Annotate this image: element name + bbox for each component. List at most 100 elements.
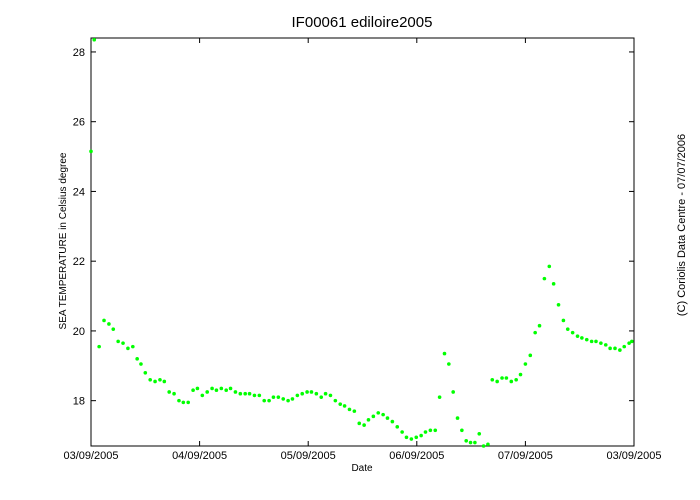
data-point bbox=[630, 339, 634, 344]
y-axis: 18 20 22 24 26 28 bbox=[73, 47, 634, 408]
data-point bbox=[243, 391, 248, 396]
data-point bbox=[276, 395, 281, 399]
data-point bbox=[200, 393, 205, 398]
data-point bbox=[102, 318, 106, 323]
data-point bbox=[428, 428, 433, 433]
data-point bbox=[366, 418, 371, 422]
data-point bbox=[116, 339, 120, 344]
data-point bbox=[131, 344, 135, 349]
data-point bbox=[447, 362, 451, 366]
data-point bbox=[362, 423, 366, 427]
y-tick-label: 20 bbox=[73, 326, 85, 338]
data-point bbox=[295, 393, 300, 398]
data-point bbox=[342, 404, 347, 408]
plot-frame bbox=[90, 37, 635, 447]
data-point bbox=[622, 344, 627, 349]
data-point bbox=[518, 372, 523, 377]
data-point bbox=[205, 390, 210, 394]
data-point bbox=[290, 397, 295, 401]
data-point bbox=[409, 437, 414, 441]
data-point bbox=[618, 348, 622, 352]
data-point bbox=[423, 430, 428, 434]
data-point bbox=[477, 431, 482, 436]
data-point bbox=[89, 149, 93, 154]
data-point bbox=[371, 414, 376, 419]
data-point bbox=[528, 353, 533, 358]
data-point bbox=[504, 376, 509, 380]
data-point bbox=[135, 357, 139, 361]
y-tick-label: 24 bbox=[73, 186, 85, 198]
data-point bbox=[414, 435, 419, 440]
data-point bbox=[300, 391, 305, 396]
data-point bbox=[172, 391, 176, 396]
data-point bbox=[357, 421, 362, 426]
data-point bbox=[495, 379, 499, 384]
data-point bbox=[167, 390, 171, 394]
data-point bbox=[247, 391, 252, 396]
data-point bbox=[468, 440, 473, 445]
data-point bbox=[347, 407, 352, 412]
data-point bbox=[281, 397, 286, 401]
data-point bbox=[390, 419, 395, 424]
y-tick-label: 26 bbox=[73, 117, 85, 129]
data-point bbox=[177, 398, 181, 403]
data-point bbox=[500, 376, 504, 380]
x-tick-label: 04/09/2005 bbox=[172, 450, 227, 462]
data-point bbox=[542, 276, 547, 281]
data-point bbox=[224, 388, 229, 393]
data-point bbox=[262, 398, 267, 403]
data-point bbox=[551, 282, 556, 286]
data-point bbox=[92, 37, 97, 42]
data-point bbox=[328, 393, 333, 398]
data-point bbox=[561, 318, 566, 323]
data-point bbox=[395, 425, 400, 429]
data-point bbox=[613, 346, 617, 351]
data-point bbox=[214, 388, 219, 393]
data-point bbox=[257, 393, 262, 398]
data-point bbox=[267, 398, 271, 403]
y-tick-label: 28 bbox=[73, 47, 85, 59]
x-tick-label: 06/09/2005 bbox=[389, 450, 444, 462]
x-tick-label: 05/09/2005 bbox=[281, 450, 336, 462]
data-point bbox=[490, 377, 495, 382]
data-point bbox=[309, 390, 314, 394]
data-point bbox=[533, 330, 537, 335]
data-point bbox=[181, 400, 186, 405]
data-point bbox=[107, 322, 111, 326]
data-point bbox=[575, 334, 580, 338]
y-axis-title: SEA TEMPERATURE in Celsius degree bbox=[58, 152, 69, 329]
data-point bbox=[608, 346, 612, 351]
y-tick-label: 22 bbox=[73, 256, 85, 268]
data-point bbox=[228, 386, 233, 391]
chart-title: IF00061 ediloire2005 bbox=[292, 14, 433, 31]
data-point bbox=[547, 264, 552, 269]
data-point bbox=[111, 327, 116, 331]
data-point bbox=[381, 412, 385, 417]
data-point bbox=[271, 395, 276, 399]
data-point bbox=[584, 337, 589, 342]
data-point bbox=[464, 438, 469, 443]
data-point bbox=[333, 398, 338, 403]
credit-text: (C) Coriolis Data Centre - 07/07/2006 bbox=[676, 134, 688, 316]
data-point bbox=[442, 351, 447, 356]
data-point bbox=[186, 400, 190, 405]
x-tick-label: 07/09/2005 bbox=[498, 450, 553, 462]
data-point bbox=[594, 339, 598, 344]
data-point bbox=[158, 377, 162, 382]
data-point bbox=[210, 386, 214, 391]
data-point bbox=[352, 409, 357, 413]
data-point bbox=[537, 323, 542, 328]
data-point bbox=[323, 391, 328, 396]
data-point bbox=[514, 377, 518, 382]
y-tick-label: 18 bbox=[73, 396, 85, 408]
data-point bbox=[97, 344, 101, 349]
x-axis: 03/09/2005 04/09/2005 05/09/2005 06/09/2005… bbox=[63, 38, 662, 462]
data-point bbox=[473, 440, 477, 445]
data-point bbox=[451, 390, 455, 394]
data-point bbox=[314, 391, 319, 396]
x-axis-title: Date bbox=[351, 463, 373, 474]
data-point bbox=[121, 341, 125, 345]
data-point bbox=[556, 302, 561, 307]
data-point bbox=[509, 379, 514, 384]
data-point bbox=[481, 444, 486, 448]
